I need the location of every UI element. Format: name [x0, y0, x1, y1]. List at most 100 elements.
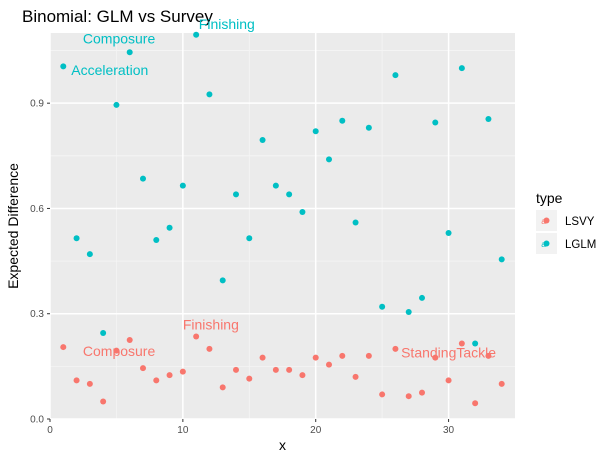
grid-lines	[49, 33, 515, 420]
annotation-labels: Finishing Composure Acceleration Finishing C…	[71, 16, 496, 361]
data-point-lsvy	[60, 344, 67, 351]
data-point-lglm	[365, 124, 372, 131]
data-point-lglm	[286, 191, 293, 198]
chart-title: Binomial: GLM vs Survey	[22, 7, 213, 26]
data-point-lsvy	[392, 345, 399, 352]
data-point-lglm	[179, 182, 186, 189]
legend-label: LSVY	[565, 216, 595, 228]
data-point-lglm	[126, 49, 133, 56]
data-point-lglm	[419, 294, 425, 301]
annotation-label: Composure	[83, 343, 156, 359]
data-point-lglm	[153, 237, 160, 244]
data-point-lglm	[193, 31, 200, 38]
x-axis-label: x	[279, 437, 286, 453]
data-point-lglm	[233, 191, 239, 198]
data-point-lsvy	[326, 361, 332, 368]
data-point-lsvy	[166, 372, 173, 379]
annotation-label: Acceleration	[71, 62, 148, 78]
data-point-lglm	[166, 224, 173, 231]
data-point-lsvy	[73, 377, 80, 384]
data-point-lsvy	[233, 366, 239, 373]
annotation-label: Composure	[83, 31, 156, 47]
data-point-lglm	[472, 340, 479, 347]
legend-key-glyph: a	[541, 240, 546, 249]
data-point-lsvy	[498, 380, 505, 387]
y-tick-label: 0.0	[30, 415, 44, 426]
data-point-lsvy	[219, 384, 226, 391]
legend-title: type	[536, 190, 563, 206]
data-point-lsvy	[352, 373, 359, 380]
plot-panel	[50, 33, 515, 419]
data-point-lglm	[299, 208, 306, 215]
data-point-lsvy	[432, 354, 439, 361]
data-point-lsvy	[365, 352, 372, 359]
data-point-lglm	[379, 303, 386, 310]
data-point-lglm	[485, 115, 492, 122]
data-point-lglm	[339, 117, 346, 124]
data-point-lglm	[259, 137, 266, 144]
data-point-lsvy	[379, 391, 386, 398]
legend-label: LGLM	[565, 239, 596, 251]
data-point-lsvy	[312, 354, 319, 361]
data-point-lglm	[498, 256, 505, 263]
y-tick-label: 0.9	[30, 99, 44, 110]
data-point-lsvy	[179, 368, 186, 375]
data-point-lsvy	[339, 352, 346, 359]
data-point-lsvy	[299, 372, 306, 379]
data-point-lglm	[100, 330, 107, 337]
data-point-lglm	[458, 65, 465, 72]
legend-key	[543, 217, 550, 224]
data-point-lglm	[60, 63, 67, 70]
axes: 0 10 20 30 0.0 0.3 0.6 0.9	[30, 99, 454, 436]
legend-key	[543, 240, 550, 247]
data-point-lglm	[312, 128, 319, 135]
data-point-lglm	[219, 277, 226, 284]
data-point-lglm	[445, 230, 452, 237]
legend: type a LSVY a LGLM	[536, 190, 596, 254]
annotation-label: StandingTackle	[401, 345, 496, 361]
data-point-lglm	[272, 182, 279, 189]
data-point-lglm	[206, 91, 213, 98]
data-point-lglm	[86, 251, 93, 258]
x-tick-label: 0	[47, 425, 53, 436]
data-point-lsvy	[153, 377, 160, 384]
data-point-lsvy	[419, 389, 425, 396]
annotation-label: Finishing	[183, 317, 239, 333]
data-point-lsvy	[445, 377, 452, 384]
data-point-lglm	[405, 308, 412, 315]
data-point-lsvy	[246, 375, 253, 382]
data-point-lglm	[392, 72, 399, 79]
y-axis-label: Expected Difference	[5, 163, 21, 289]
data-point-lsvy	[86, 380, 93, 387]
data-point-lsvy	[259, 354, 266, 361]
data-point-lsvy	[126, 337, 133, 344]
data-point-lsvy	[193, 333, 200, 340]
data-point-lsvy	[458, 340, 465, 347]
data-point-lglm	[326, 156, 332, 163]
x-tick-label: 20	[310, 425, 322, 436]
data-point-lglm	[113, 101, 120, 108]
data-point-lsvy	[206, 345, 213, 352]
data-point-lsvy	[140, 365, 146, 372]
annotation-label: Finishing	[199, 16, 255, 32]
data-point-lsvy	[485, 352, 492, 359]
legend-key-glyph: a	[541, 217, 546, 226]
data-point-lsvy	[272, 366, 279, 373]
data-points	[60, 31, 505, 407]
data-point-lglm	[140, 175, 146, 182]
data-point-lsvy	[113, 347, 120, 354]
data-point-lglm	[432, 119, 439, 126]
data-point-lsvy	[100, 398, 107, 405]
data-point-lglm	[73, 235, 80, 242]
data-point-lsvy	[405, 393, 412, 400]
x-tick-label: 10	[177, 425, 189, 436]
data-point-lglm	[246, 235, 253, 242]
data-point-lsvy	[286, 366, 293, 373]
y-tick-label: 0.6	[30, 204, 44, 215]
data-point-lsvy	[472, 400, 479, 407]
y-tick-label: 0.3	[30, 309, 44, 320]
x-tick-label: 30	[443, 425, 455, 436]
data-point-lglm	[352, 219, 359, 226]
